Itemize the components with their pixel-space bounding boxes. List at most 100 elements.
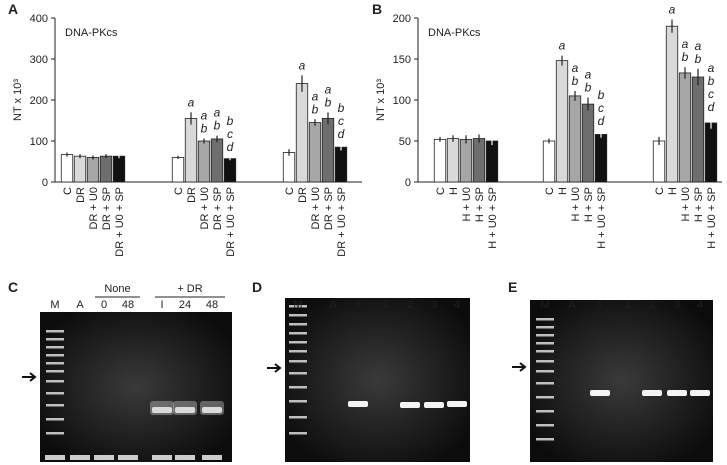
dna-band bbox=[175, 407, 195, 413]
ladder-band bbox=[536, 370, 554, 373]
lane-label: A bbox=[568, 299, 576, 311]
significance-letter: b bbox=[214, 119, 221, 133]
y-tick-label: 100 bbox=[30, 136, 48, 148]
ladder-band bbox=[46, 354, 64, 357]
y-tick-label: 0 bbox=[42, 177, 48, 189]
dye-front bbox=[152, 455, 172, 460]
x-tick-label: DR + U0 bbox=[88, 187, 100, 230]
ladder-band bbox=[536, 360, 554, 363]
lane-label: 1 bbox=[383, 299, 389, 311]
ladder-band bbox=[289, 386, 307, 389]
significance-letter: d bbox=[338, 127, 345, 141]
lane-label: A bbox=[329, 299, 337, 311]
ladder-band bbox=[536, 350, 554, 353]
y-tick-label: 100 bbox=[393, 95, 411, 107]
lane-label: 4 bbox=[697, 299, 703, 311]
bar bbox=[485, 140, 499, 183]
ladder-band bbox=[536, 382, 554, 385]
ladder-band bbox=[536, 396, 554, 399]
ladder-band bbox=[46, 418, 64, 421]
panel-label: A bbox=[8, 1, 18, 17]
lane-label: M bbox=[540, 299, 549, 311]
x-tick-label: DR + U0 bbox=[199, 187, 211, 230]
dna-band-glow bbox=[200, 401, 224, 415]
bar bbox=[581, 103, 595, 183]
y-tick-label: 200 bbox=[30, 95, 48, 107]
x-tick-label: DR + SP bbox=[101, 187, 113, 230]
significance-letter: d bbox=[708, 100, 715, 114]
significance-letter: a bbox=[201, 109, 208, 123]
dna-band bbox=[667, 390, 687, 396]
significance-letter: b bbox=[227, 114, 234, 128]
bar bbox=[282, 152, 296, 183]
bar bbox=[210, 138, 224, 183]
bar bbox=[433, 138, 447, 183]
ladder-band bbox=[46, 330, 64, 333]
bar bbox=[678, 72, 692, 183]
dye-front bbox=[202, 455, 222, 460]
x-tick-label: H + U0 bbox=[680, 187, 692, 222]
ladder-band bbox=[289, 432, 307, 435]
significance-letter: b bbox=[325, 95, 332, 109]
x-tick-label: H bbox=[667, 187, 679, 195]
significance-letter: c bbox=[227, 127, 233, 141]
ladder-band bbox=[536, 438, 554, 441]
dye-front bbox=[175, 455, 195, 460]
bar bbox=[594, 134, 608, 183]
significance-letter: a bbox=[188, 95, 195, 109]
lane-label: 48 bbox=[206, 299, 218, 311]
dna-band bbox=[590, 390, 610, 396]
significance-letter: a bbox=[669, 3, 676, 17]
lane-label: 24 bbox=[179, 299, 191, 311]
significance-letter: c bbox=[708, 87, 714, 101]
bar bbox=[472, 138, 486, 183]
ladder-band bbox=[289, 332, 307, 335]
bar bbox=[197, 140, 211, 183]
arrow bbox=[22, 372, 37, 382]
dna-band bbox=[202, 407, 222, 413]
ladder-band bbox=[536, 410, 554, 413]
lane-label: 0 bbox=[101, 299, 107, 311]
x-tick-label: H + U0 + SP bbox=[487, 187, 499, 249]
y-tick-label: 0 bbox=[405, 177, 411, 189]
significance-letter: b bbox=[598, 88, 605, 102]
y-tick-label: 400 bbox=[30, 13, 48, 25]
bar bbox=[691, 76, 705, 183]
gel-image bbox=[530, 300, 713, 462]
significance-letter: d bbox=[227, 140, 234, 154]
dye-front bbox=[45, 455, 65, 460]
lane-label: M bbox=[293, 299, 302, 311]
ladder-band bbox=[289, 314, 307, 317]
ladder-band bbox=[46, 392, 64, 395]
lane-label: A bbox=[76, 299, 84, 311]
bar bbox=[321, 118, 335, 183]
arrow bbox=[512, 362, 527, 372]
group-label: None bbox=[104, 283, 130, 295]
ladder-band bbox=[289, 360, 307, 363]
x-tick-label: C bbox=[284, 187, 296, 195]
ladder-band bbox=[536, 334, 554, 337]
bar bbox=[542, 140, 556, 183]
chart-title: DNA-PKcs bbox=[65, 27, 118, 39]
ladder-band bbox=[289, 323, 307, 326]
x-tick-label: DR + U0 bbox=[310, 187, 322, 230]
y-tick-label: 300 bbox=[30, 54, 48, 66]
bar bbox=[171, 156, 185, 183]
x-tick-label: H + SP bbox=[583, 187, 595, 222]
dna-band bbox=[690, 390, 710, 396]
x-tick-label: C bbox=[62, 187, 74, 195]
significance-letter: b bbox=[695, 52, 702, 66]
x-tick-label: H + U0 + SP bbox=[706, 187, 718, 249]
x-tick-label: C bbox=[654, 187, 666, 195]
significance-letter: a bbox=[325, 82, 332, 96]
x-tick-label: H bbox=[448, 187, 460, 195]
x-tick-label: C bbox=[435, 187, 447, 195]
significance-letter: a bbox=[682, 37, 689, 51]
ladder-band bbox=[289, 416, 307, 419]
lane-label: 3 bbox=[431, 299, 437, 311]
significance-letter: a bbox=[312, 89, 319, 103]
significance-letter: a bbox=[572, 61, 579, 75]
ladder-band bbox=[46, 346, 64, 349]
arrow bbox=[267, 363, 282, 373]
dna-band bbox=[447, 401, 467, 407]
